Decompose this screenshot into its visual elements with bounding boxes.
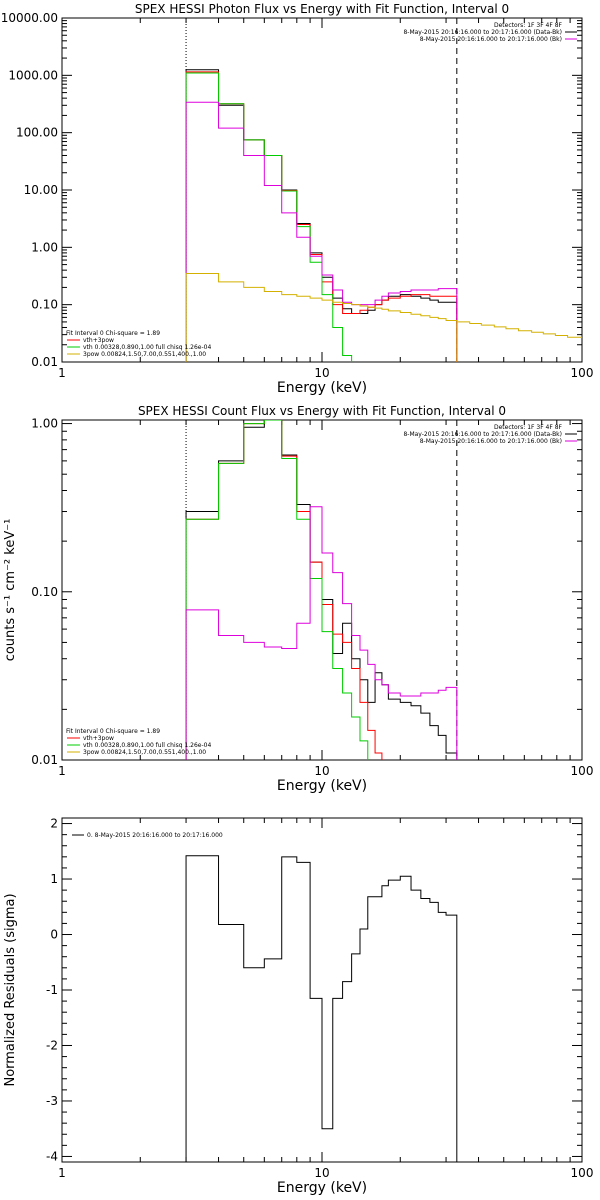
legend-entry: vth 0.00328,0.890,1.00 full chisq 1.26e-… — [83, 742, 211, 749]
x-tick-label: 10 — [314, 366, 329, 380]
y-tick-label: 1.00 — [31, 240, 58, 254]
x-tick-label: 100 — [571, 1166, 594, 1180]
x-axis-label: Energy (keV) — [277, 778, 367, 794]
x-axis-label: Energy (keV) — [277, 1180, 367, 1196]
y-tick-label: 10.00 — [24, 183, 58, 197]
y-tick-label: 0.10 — [31, 585, 58, 599]
y-tick-label: 1000.00 — [8, 68, 58, 82]
y-tick-label: 10000.00 — [1, 11, 58, 25]
series-line-4 — [185, 101, 458, 362]
y-axis-label: counts s⁻¹ cm⁻² keV⁻¹ — [3, 519, 18, 662]
legend-entry: vth+3pow — [83, 337, 114, 344]
y-tick-label: -1 — [46, 983, 58, 997]
series-line-1 — [185, 69, 458, 362]
series-line-2 — [185, 420, 383, 760]
legend-top: Detectors: 1F 3F 4F 8F8-May-2015 20:16:1… — [403, 424, 577, 445]
y-tick-label: 2 — [50, 817, 58, 831]
series-group — [185, 69, 582, 362]
y-tick-label: -2 — [46, 1038, 58, 1052]
x-tick-label: 1 — [58, 1166, 66, 1180]
legend-entry: 8-May-2015 20:16:16.000 to 20:17:16.000 … — [420, 438, 562, 445]
x-tick-label: 1 — [58, 764, 66, 778]
legend-entry: Fit Interval 0 Chi-square = 1.89 — [66, 728, 160, 735]
legend-entry: Fit Interval 0 Chi-square = 1.89 — [66, 330, 160, 337]
y-tick-label: 0.01 — [31, 753, 58, 767]
series-line-3 — [185, 72, 353, 362]
x-tick-label: 100 — [571, 366, 594, 380]
x-tick-label: 10 — [314, 1166, 329, 1180]
legend-entry: Detectors: 1F 3F 4F 8F — [494, 424, 563, 431]
y-tick-label: 100.00 — [16, 126, 58, 140]
legend: 0. 8-May-2015 20:16:16.000 to 20:17:16.0… — [72, 832, 223, 839]
series-line-3 — [185, 420, 369, 760]
x-tick-label: 100 — [571, 764, 594, 778]
legend-bottom: Fit Interval 0 Chi-square = 1.89vth+3pow… — [66, 330, 211, 358]
y-tick-label: -4 — [46, 1149, 58, 1163]
model-extension-line — [456, 321, 582, 338]
legend-entry: 3pow 0.00824,1.50,7.00,0.551,400.,1.00 — [83, 351, 206, 358]
panel-1: SPEX HESSI Photon Flux vs Energy with Fi… — [1, 2, 594, 396]
plot-frame — [61, 17, 583, 363]
series-line-4 — [185, 506, 458, 760]
y-tick-label: 0.10 — [31, 298, 58, 312]
legend-entry: vth+3pow — [83, 735, 114, 742]
legend-entry: 3pow 0.00824,1.50,7.00,0.551,400.,1.00 — [83, 749, 206, 756]
series-line-5 — [185, 272, 458, 362]
x-axis-label: Energy (keV) — [277, 380, 367, 396]
x-tick-label: 10 — [314, 764, 329, 778]
y-tick-label: 1 — [50, 872, 58, 886]
chart-title: SPEX HESSI Count Flux vs Energy with Fit… — [138, 404, 506, 418]
legend-bottom: Fit Interval 0 Chi-square = 1.89vth+3pow… — [66, 728, 211, 756]
legend-entry: 8-May-2015 20:16:16.000 to 20:17:16.000 … — [403, 29, 562, 36]
y-tick-label: 1.00 — [31, 417, 58, 431]
legend-entry: Detectors: 1F 3F 4F 8F — [494, 22, 563, 29]
legend-top: Detectors: 1F 3F 4F 8F8-May-2015 20:16:1… — [403, 22, 577, 43]
y-tick-label: 0 — [50, 928, 58, 942]
series-line-2 — [185, 71, 458, 362]
series-group — [185, 855, 458, 1162]
series-line-1 — [185, 420, 458, 760]
chart-title: SPEX HESSI Photon Flux vs Energy with Fi… — [135, 2, 509, 16]
y-tick-label: 0.01 — [31, 355, 58, 369]
series-group — [185, 420, 458, 760]
y-axis-label: Normalized Residuals (sigma) — [3, 893, 18, 1086]
legend-entry: vth 0.00328,0.890,1.00 full chisq 1.26e-… — [83, 344, 211, 351]
y-tick-label: -3 — [46, 1094, 58, 1108]
legend-entry: 8-May-2015 20:16:16.000 to 20:17:16.000 … — [420, 36, 562, 43]
series-line-1 — [185, 855, 458, 1162]
legend-entry: 0. 8-May-2015 20:16:16.000 to 20:17:16.0… — [87, 832, 223, 839]
x-tick-label: 1 — [58, 366, 66, 380]
panel-2: SPEX HESSI Count Flux vs Energy with Fit… — [3, 404, 594, 794]
legend-entry: 8-May-2015 20:16:16.000 to 20:17:16.000 … — [403, 431, 562, 438]
